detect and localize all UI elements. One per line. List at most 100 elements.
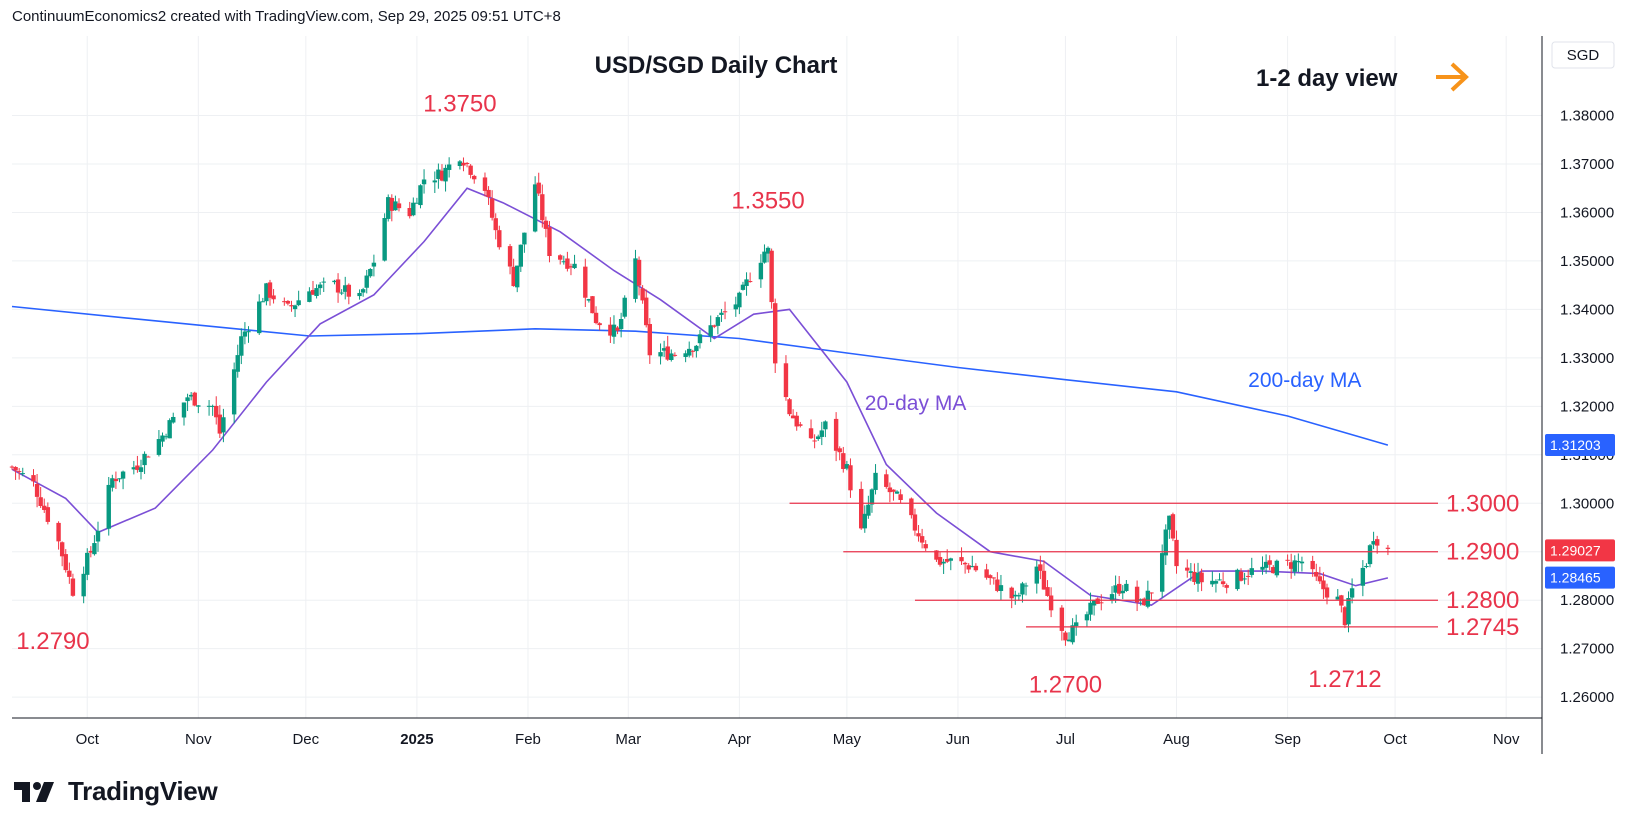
candle-body bbox=[67, 570, 72, 577]
candle-body bbox=[163, 436, 169, 438]
candle-body bbox=[873, 472, 878, 490]
candle-body bbox=[260, 301, 266, 303]
candle-body bbox=[360, 289, 366, 293]
candle-body bbox=[611, 324, 617, 337]
candle-body bbox=[217, 414, 223, 434]
candle-body bbox=[740, 284, 746, 290]
x-tick-label: Jun bbox=[946, 731, 970, 748]
candle-body bbox=[221, 417, 226, 433]
candle-body bbox=[1346, 598, 1351, 625]
candle-body bbox=[1063, 632, 1068, 641]
ma20-line bbox=[11, 187, 1389, 606]
candle-body bbox=[944, 559, 950, 562]
candle-body bbox=[532, 184, 538, 232]
candle-body bbox=[1142, 598, 1147, 606]
candle-body bbox=[135, 465, 140, 470]
candle-body bbox=[1349, 588, 1355, 598]
candle-body bbox=[497, 230, 502, 248]
x-tick-label: Oct bbox=[1383, 731, 1407, 748]
ma20-label: 20-day MA bbox=[865, 392, 967, 415]
candle-body bbox=[1364, 565, 1369, 568]
candle-body bbox=[1210, 580, 1215, 585]
currency-tag[interactable] bbox=[1551, 41, 1615, 69]
candle-body bbox=[808, 428, 814, 439]
candle-body bbox=[593, 312, 599, 324]
candle-body bbox=[1045, 587, 1050, 596]
candle-body bbox=[364, 275, 369, 288]
candle-body bbox=[1292, 560, 1297, 572]
candle-body bbox=[1371, 541, 1376, 545]
y-tick-label: 1.33000 bbox=[1560, 350, 1614, 367]
candle-body bbox=[461, 162, 466, 166]
candle-body bbox=[267, 282, 273, 298]
candles-layer bbox=[9, 157, 1391, 646]
price-annotation: 1.2790 bbox=[16, 628, 89, 655]
candle-body bbox=[264, 283, 269, 302]
candle-body bbox=[1116, 583, 1122, 594]
price-badge[interactable] bbox=[1545, 539, 1615, 562]
candle-body bbox=[1245, 575, 1251, 577]
candle-body bbox=[1088, 602, 1093, 615]
price-badge[interactable] bbox=[1545, 566, 1615, 589]
y-tick-label: 1.26000 bbox=[1560, 689, 1614, 706]
candle-body bbox=[214, 405, 219, 418]
candle-body bbox=[783, 363, 789, 398]
candle-body bbox=[841, 453, 846, 469]
price-badge-label: 1.31203 bbox=[1550, 437, 1601, 453]
x-tick-label: Nov bbox=[185, 731, 212, 748]
candle-body bbox=[56, 522, 61, 542]
candle-body bbox=[894, 491, 900, 494]
candle-body bbox=[862, 513, 867, 529]
x-tick-label: Nov bbox=[1493, 731, 1520, 748]
y-tick-label: 1.35000 bbox=[1560, 253, 1614, 270]
candle-body bbox=[196, 405, 201, 407]
candle-body bbox=[661, 348, 667, 351]
candle-body bbox=[647, 324, 652, 356]
candle-body bbox=[9, 466, 15, 468]
candle-body bbox=[231, 369, 237, 415]
candle-body bbox=[722, 311, 728, 313]
x-tick-label: Apr bbox=[728, 731, 751, 748]
candle-body bbox=[34, 483, 40, 497]
candle-body bbox=[246, 331, 251, 333]
candle-body bbox=[1120, 590, 1125, 594]
candle-body bbox=[1296, 561, 1301, 563]
candle-body bbox=[314, 288, 319, 297]
candle-body bbox=[321, 281, 326, 283]
candle-body bbox=[515, 265, 520, 288]
chart-header: ContinuumEconomics2 created with Trading… bbox=[12, 8, 561, 25]
candle-body bbox=[332, 280, 337, 283]
candle-body bbox=[192, 392, 197, 406]
y-tick-label: 1.32000 bbox=[1560, 398, 1614, 415]
tradingview-logo[interactable]: TradingView bbox=[14, 776, 218, 807]
candle-body bbox=[396, 203, 402, 209]
candle-body bbox=[1310, 560, 1315, 570]
candle-body bbox=[565, 258, 570, 269]
right-arrow-icon bbox=[1436, 62, 1469, 92]
candle-body bbox=[794, 415, 799, 427]
candle-body bbox=[59, 542, 65, 557]
candle-body bbox=[1095, 598, 1100, 604]
candle-body bbox=[561, 261, 567, 263]
candle-body bbox=[1167, 515, 1172, 530]
candle-body bbox=[38, 497, 43, 507]
candle-body bbox=[493, 218, 498, 231]
candle-body bbox=[446, 164, 452, 170]
candle-body bbox=[712, 325, 717, 327]
candle-body bbox=[407, 208, 412, 217]
candle-body bbox=[762, 251, 767, 263]
candle-body bbox=[1385, 547, 1391, 549]
candle-body bbox=[1360, 567, 1366, 586]
candle-body bbox=[138, 467, 144, 472]
candle-body bbox=[432, 180, 438, 183]
price-badge[interactable] bbox=[1545, 433, 1615, 456]
candle-body bbox=[547, 227, 552, 257]
candle-body bbox=[1073, 622, 1079, 627]
candle-body bbox=[636, 259, 642, 286]
x-tick-label: Oct bbox=[76, 731, 100, 748]
candle-body bbox=[690, 350, 695, 352]
x-tick-label: Dec bbox=[292, 731, 319, 748]
candle-body bbox=[1149, 592, 1154, 594]
candle-body bbox=[1109, 594, 1115, 601]
